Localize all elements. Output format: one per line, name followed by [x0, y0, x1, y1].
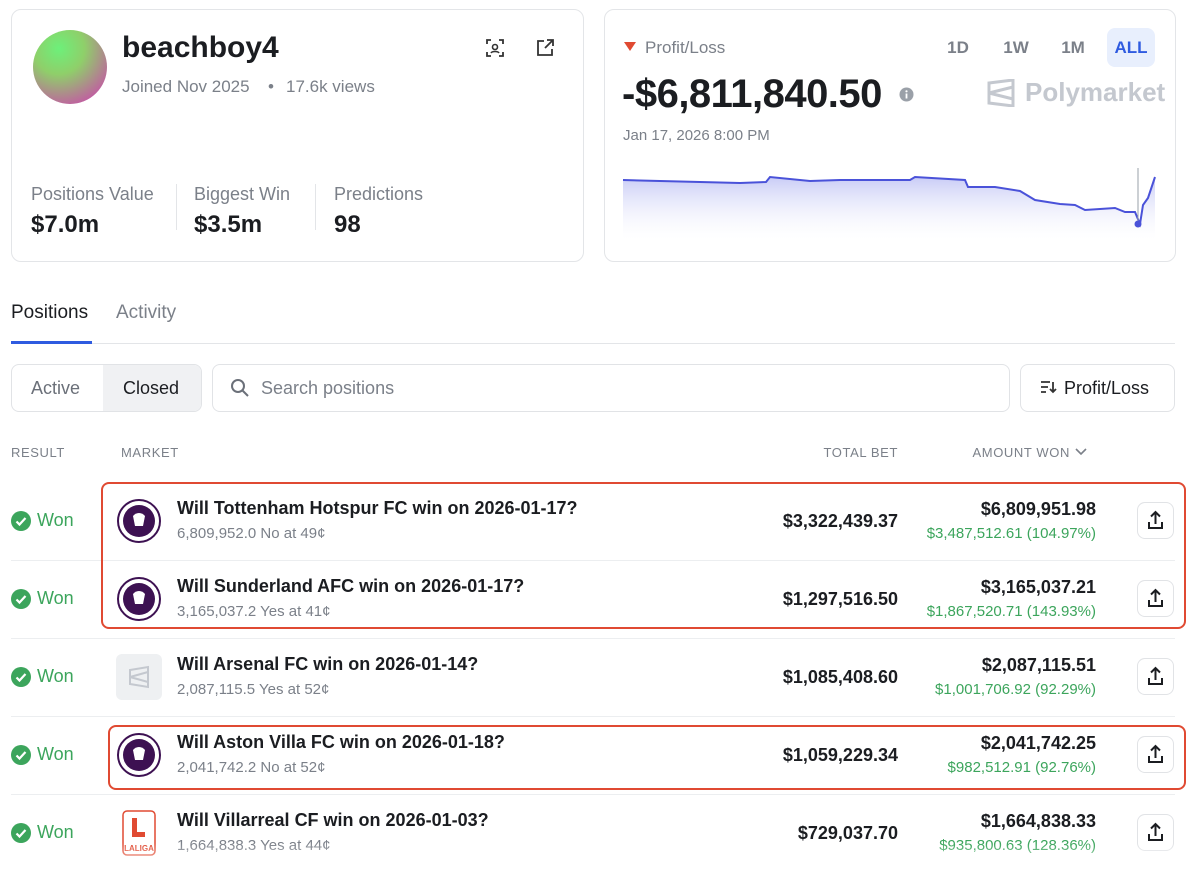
header-market: MARKET	[121, 445, 179, 460]
divider	[315, 184, 316, 230]
search-box[interactable]	[212, 364, 1010, 412]
profit: $982,512.91 (92.76%)	[947, 759, 1096, 776]
pnl-value: -$6,811,840.50	[622, 72, 882, 116]
pnl-card	[604, 9, 1176, 262]
down-indicator	[624, 42, 636, 51]
share-button[interactable]	[1137, 502, 1174, 539]
market-logo	[116, 732, 162, 778]
result: Won	[37, 744, 74, 764]
tab-border	[11, 343, 1175, 344]
sort-icon	[1041, 381, 1057, 394]
row-divider	[11, 794, 1175, 795]
search-icon	[231, 379, 249, 397]
amount-won: $1,664,838.33	[980, 811, 1096, 831]
header-amount-won[interactable]: AMOUNT WON	[972, 445, 1070, 460]
won-icon	[11, 823, 31, 848]
stat-value: 98	[334, 211, 361, 238]
won-icon	[11, 667, 31, 692]
market-logo	[116, 654, 162, 700]
scan-icon[interactable]	[485, 38, 505, 58]
search-placeholder: Search positions	[261, 378, 395, 398]
market-subtitle: 6,809,952.0 No at 49¢	[177, 525, 326, 542]
brand-name: Polymarket	[1025, 77, 1166, 107]
range-button[interactable]: 1W	[1003, 38, 1029, 57]
total-bet: $1,085,408.60	[782, 667, 898, 687]
market-subtitle: 3,165,037.2 Yes at 41¢	[177, 603, 331, 620]
amount-won: $3,165,037.21	[980, 577, 1096, 597]
pnl-label: Profit/Loss	[645, 38, 726, 57]
filter-toggle	[11, 364, 202, 412]
tab[interactable]: Activity	[116, 302, 177, 323]
filter-option[interactable]: Closed	[123, 378, 180, 398]
joined: Joined Nov 2025	[122, 77, 250, 96]
row-divider	[11, 716, 1175, 717]
stat-value: $7.0m	[31, 211, 100, 238]
bottom-fade	[0, 843, 1200, 873]
external-link-icon[interactable]	[535, 38, 555, 58]
pnl-date: Jan 17, 2026 8:00 PM	[623, 127, 770, 144]
pnl-sparkline	[622, 168, 1156, 240]
profit: $1,867,520.71 (143.93%)	[926, 603, 1096, 620]
divider	[176, 184, 177, 230]
sort-label: Profit/Loss	[1064, 378, 1150, 398]
avatar	[33, 30, 107, 104]
tab[interactable]: Positions	[11, 302, 89, 323]
total-bet: $3,322,439.37	[782, 511, 898, 531]
stat-label: Biggest Win	[194, 184, 291, 204]
result: Won	[37, 666, 74, 686]
profile-card	[11, 9, 584, 262]
won-icon	[11, 589, 31, 614]
tab-underline	[11, 341, 92, 344]
views: 17.6k views	[286, 77, 375, 96]
total-bet: $729,037.70	[797, 823, 898, 843]
profit: $1,001,706.92 (92.29%)	[935, 681, 1096, 698]
market-title[interactable]: Will Arsenal FC win on 2026-01-14?	[177, 654, 479, 674]
amount-won: $2,087,115.51	[981, 655, 1096, 675]
market-title[interactable]: Will Villarreal CF win on 2026-01-03?	[177, 810, 489, 830]
market-title[interactable]: Will Aston Villa FC win on 2026-01-18?	[177, 732, 505, 752]
total-bet: $1,059,229.34	[782, 745, 898, 765]
sort-chevron	[1075, 448, 1087, 456]
filter-option[interactable]: Active	[31, 378, 81, 398]
won-icon	[11, 511, 31, 536]
market-title[interactable]: Will Tottenham Hotspur FC win on 2026-01…	[177, 498, 578, 518]
row-divider	[11, 638, 1175, 639]
result: Won	[37, 588, 74, 608]
stat-label: Predictions	[334, 184, 424, 204]
info-icon[interactable]	[899, 87, 914, 102]
result: Won	[37, 822, 74, 842]
row-divider	[11, 560, 1175, 561]
share-button[interactable]	[1137, 658, 1174, 695]
range-button[interactable]: 1D	[947, 38, 969, 57]
dot: •	[268, 77, 274, 96]
share-button[interactable]	[1137, 736, 1174, 773]
brand-logo	[987, 79, 1015, 107]
market-logo	[116, 576, 162, 622]
market-subtitle: 2,041,742.2 No at 52¢	[177, 759, 326, 776]
amount-won: $2,041,742.25	[980, 733, 1096, 753]
range-button[interactable]: ALL	[1114, 38, 1148, 57]
share-button[interactable]	[1137, 580, 1174, 617]
profit: $3,487,512.61 (104.97%)	[926, 525, 1096, 542]
highlight-box	[101, 482, 1186, 629]
market-title[interactable]: Will Sunderland AFC win on 2026-01-17?	[177, 576, 525, 596]
stat-value: $3.5m	[194, 211, 263, 238]
range-active-bg	[1107, 28, 1155, 67]
stat-label: Positions Value	[31, 184, 154, 204]
range-button[interactable]: 1M	[1061, 38, 1085, 57]
result: Won	[37, 510, 74, 530]
total-bet: $1,297,516.50	[782, 589, 898, 609]
market-subtitle: 2,087,115.5 Yes at 52¢	[177, 681, 330, 698]
sort-button[interactable]	[1020, 364, 1175, 412]
amount-won: $6,809,951.98	[980, 499, 1096, 519]
won-icon	[11, 745, 31, 770]
header-total-bet: TOTAL BET	[823, 445, 898, 460]
market-logo	[116, 498, 162, 544]
highlight-box	[108, 725, 1186, 790]
header-result: RESULT	[11, 445, 65, 460]
username: beachboy4	[122, 31, 279, 64]
